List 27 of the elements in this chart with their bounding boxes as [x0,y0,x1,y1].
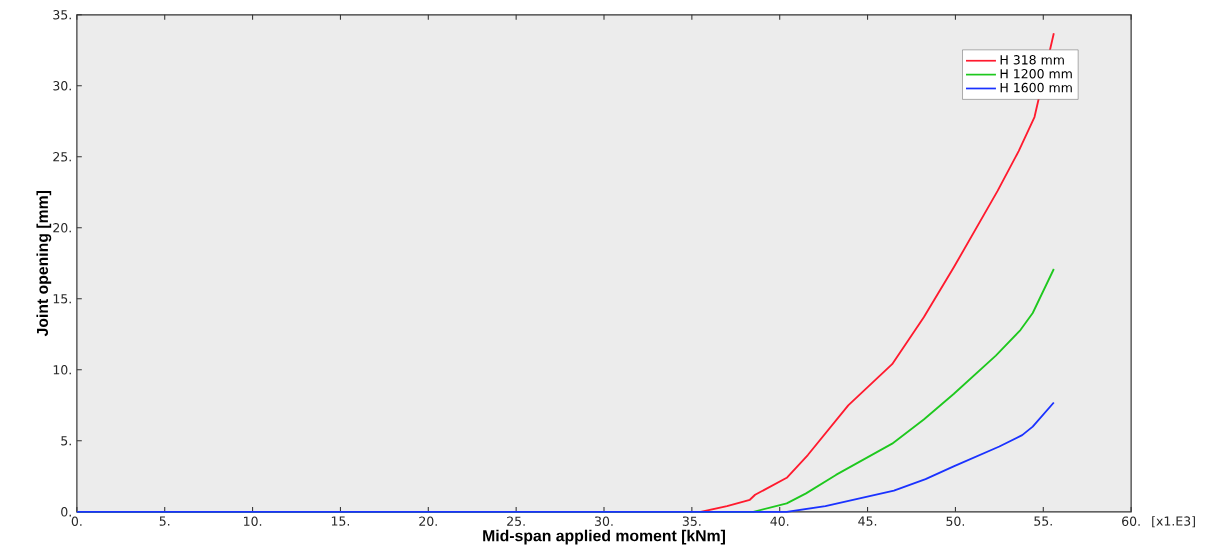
y-tick-label: 20. [53,223,71,233]
y-tick-label: 35. [53,9,71,20]
x-tick-label: 30. [595,516,613,526]
x-tick-label: 0. [71,516,82,526]
y-axis-title: Joint opening [mm] [36,190,52,337]
legend-label: H 318 mm [1000,55,1064,65]
x-axis-title: Mid-span applied moment [kNm] [483,529,725,545]
y-tick-label: 25. [53,151,71,162]
x-tick-label: 50. [946,516,964,526]
y-tick-label: 30. [53,80,71,91]
y-tick-label: 15. [53,294,71,304]
x-tick-label: 25. [507,516,525,526]
x-tick-label: 40. [770,516,789,526]
y-tick-label: 5. [61,436,71,446]
x-tick-label: 55. [1034,516,1052,526]
text: [x1.E3] [1152,516,1195,528]
y-tick-label: 10. [53,365,71,375]
legend-label: H 1200 mm [1000,68,1072,79]
x-tick-label: 20. [419,516,437,526]
x-tick-label: 45. [858,516,877,526]
x-tick-label: 10. [244,516,262,526]
legend-label: H 1600 mm [1000,82,1072,93]
y-tick-label: 0. [61,507,71,517]
x-tick-label: 15. [331,516,350,526]
x-tick-label: 60. [1122,516,1140,526]
x-tick-label: 35. [682,516,701,526]
x-tick-label: 5. [159,516,170,526]
